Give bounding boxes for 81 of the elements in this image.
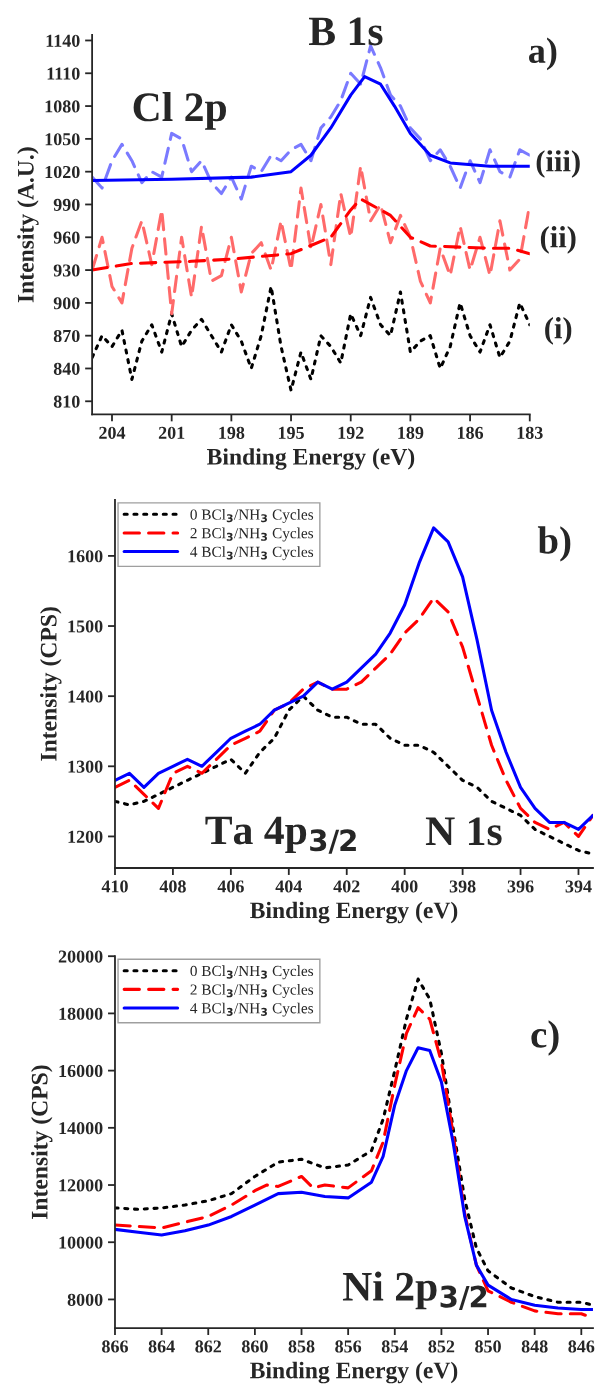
x-tick-label: 400 — [391, 880, 418, 893]
y-tick-label: 930 — [53, 264, 80, 277]
x-tick-label: 854 — [381, 1340, 408, 1353]
annotation: Ta 4p$_{3/2}$ — [205, 816, 356, 854]
y-tick-label: 810 — [53, 395, 80, 408]
legend-label: 0 BCl$_{3}$/NH$_{3}$ Cycles — [190, 508, 314, 523]
line-series — [92, 44, 530, 201]
x-tick-label: 192 — [338, 426, 364, 439]
x-tick-label: 410 — [101, 880, 128, 893]
x-tick-label: 866 — [102, 1340, 128, 1353]
line-series — [92, 75, 530, 182]
y-tick-label: 1400 — [68, 690, 103, 703]
x-tick-label: 858 — [288, 1340, 315, 1353]
x-tick-label: 189 — [398, 426, 424, 439]
legend-label: 2 BCl$_{3}$/NH$_{3}$ Cycles — [190, 984, 314, 998]
y-tick-label: 1050 — [45, 133, 80, 146]
x-tick-label: 846 — [568, 1340, 595, 1353]
x-tick-label: 860 — [241, 1340, 268, 1353]
y-axis-title: Intensity (CPS) — [40, 607, 62, 761]
y-tick-label: 870 — [53, 329, 80, 343]
legend-label: 4 BCl$_{3}$/NH$_{3}$ Cycles — [190, 1002, 314, 1017]
line-series — [92, 284, 530, 392]
x-tick-label: 396 — [507, 880, 534, 893]
y-tick-label: 1300 — [68, 760, 103, 773]
x-tick-label: 856 — [335, 1340, 362, 1353]
y-tick-label: 1140 — [46, 34, 80, 47]
x-tick-label: 398 — [449, 880, 476, 893]
x-tick-label: 850 — [475, 1340, 501, 1353]
y-axis-title: Intensity (A.U.) — [17, 147, 39, 303]
y-tick-label: 10000 — [59, 1236, 103, 1249]
y-tick-label: 1600 — [68, 550, 103, 563]
annotation: Cl 2p — [133, 91, 226, 130]
x-axis-title: Binding Energy (eV) — [207, 448, 415, 470]
y-tick-label: 1500 — [68, 620, 103, 633]
x-tick-label: 201 — [158, 426, 185, 439]
text: (ii) — [540, 226, 576, 254]
x-tick-label: 204 — [99, 426, 126, 439]
annotation: Ni 2p$_{3/2}$ — [342, 1271, 487, 1310]
x-tick-label: 852 — [428, 1340, 455, 1353]
y-tick-label: 20000 — [58, 950, 103, 963]
x-tick-label: 394 — [565, 880, 592, 893]
y-tick-label: 900 — [53, 297, 80, 310]
x-tick-label: 406 — [217, 880, 244, 893]
y-tick-label: 1020 — [45, 165, 80, 179]
line-series — [114, 694, 593, 856]
text: (iii) — [536, 150, 580, 178]
y-tick-label: 14000 — [59, 1122, 103, 1135]
annotation: c) — [531, 1020, 559, 1056]
line-series — [92, 197, 530, 272]
annotation: a) — [529, 37, 557, 71]
legend-label: 4 BCl$_{3}$/NH$_{3}$ Cycles — [190, 546, 314, 561]
legend-label: 0 BCl$_{3}$/NH$_{3}$ Cycles — [190, 965, 314, 980]
y-axis-title: Intensity (CPS) — [31, 1065, 53, 1220]
x-tick-label: 408 — [159, 880, 186, 893]
y-tick-label: 990 — [53, 198, 80, 211]
y-tick-label: 8000 — [67, 1293, 103, 1306]
x-tick-label: 848 — [521, 1340, 548, 1353]
y-tick-label: 16000 — [59, 1064, 103, 1078]
annotation: b) — [537, 526, 571, 562]
x-tick-label: 186 — [457, 426, 484, 439]
legend-label: 2 BCl$_{3}$/NH$_{3}$ Cycles — [190, 527, 314, 542]
y-tick-label: 960 — [53, 231, 80, 244]
x-tick-label: 862 — [195, 1340, 222, 1353]
line-series — [92, 164, 530, 316]
x-tick-label: 183 — [517, 426, 543, 439]
y-tick-label: 12000 — [59, 1179, 103, 1192]
x-axis-title: Binding Energy (eV) — [250, 901, 458, 924]
x-tick-label: 864 — [148, 1340, 175, 1353]
y-tick-label: 1200 — [68, 830, 103, 843]
x-tick-label: 402 — [333, 880, 360, 893]
y-tick-label: 840 — [53, 362, 80, 375]
y-tick-label: 1080 — [45, 100, 80, 113]
y-tick-label: 1110 — [47, 67, 80, 80]
x-axis-title: Binding Energy (eV) — [250, 1361, 458, 1384]
x-tick-label: 195 — [278, 426, 304, 439]
x-tick-label: 198 — [219, 426, 245, 439]
y-tick-label: 18000 — [59, 1007, 103, 1020]
x-tick-label: 404 — [275, 880, 302, 893]
annotation: B 1s — [309, 17, 383, 46]
text: (i) — [545, 317, 572, 345]
annotation: N 1s — [425, 817, 502, 846]
